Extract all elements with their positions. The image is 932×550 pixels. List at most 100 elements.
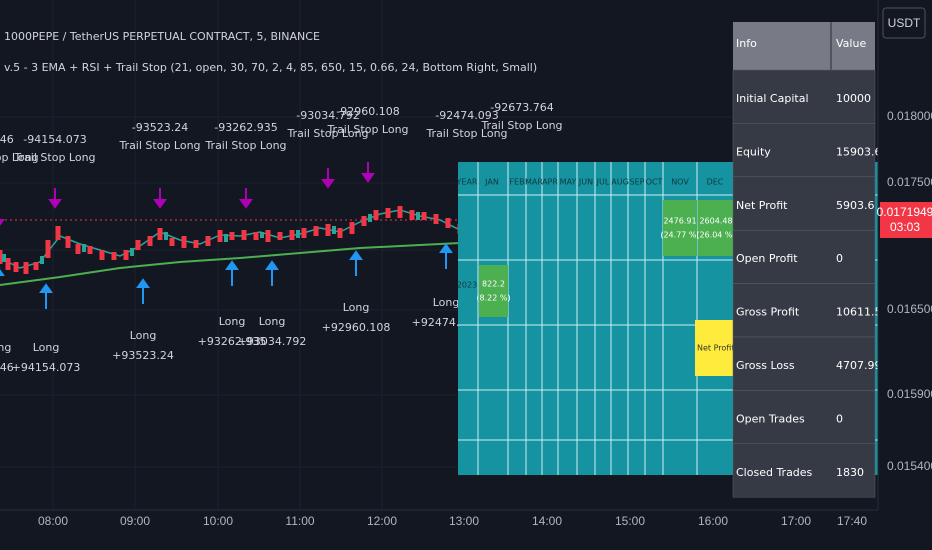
entry-price: +93262.935 [198, 335, 267, 348]
month-header: JUN [578, 178, 593, 187]
entry-arrow [439, 243, 453, 269]
entry-text: Long [130, 329, 157, 342]
cell-pct: (24.77 %) [660, 231, 699, 240]
stats-label: Initial Capital [736, 92, 809, 105]
stats-value: 10611.59 [836, 306, 889, 319]
ema-slow [0, 242, 461, 286]
time-label: 16:00 [698, 514, 728, 528]
entry-text: Long [33, 341, 60, 354]
currency-button[interactable] [882, 7, 926, 39]
entry-text: Long [219, 315, 246, 328]
exit-price: -93523.24 [132, 121, 188, 134]
stats-value: 4707.99 [836, 359, 882, 372]
last-price: 0.0171949 [877, 205, 932, 219]
exit-price: -93034.792 [296, 109, 359, 122]
stats-label: Closed Trades [736, 466, 813, 479]
stats-label: Open Profit [736, 252, 798, 265]
month-header: FEB [509, 178, 524, 187]
stats-header: Value [836, 37, 866, 50]
time-label: 08:00 [38, 514, 68, 528]
exit-price: -93262.935 [214, 121, 277, 134]
month-cell [663, 200, 697, 256]
exit-price: 9.046 [0, 133, 14, 146]
candles [0, 206, 571, 274]
cell-profit: 822.2 [482, 280, 505, 289]
entry-price: 9.046 [0, 361, 14, 374]
grid [0, 0, 878, 510]
stats-row-bg [732, 176, 876, 231]
note-cell [695, 320, 735, 376]
time-label: 14:00 [532, 514, 562, 528]
month-cell [698, 200, 734, 256]
entry-arrow [349, 250, 363, 276]
month-header: MAR [525, 178, 543, 187]
entry-text: Long [433, 296, 460, 309]
cell-profit: 2604.48 [699, 217, 732, 226]
cell-pct: (26.04 %) [696, 231, 735, 240]
exit-text: Trail Stop Long [0, 151, 39, 164]
stats-row-bg [732, 390, 876, 445]
time-label: 12:00 [367, 514, 397, 528]
entry-price: +94154.073 [12, 361, 81, 374]
stats-label: Gross Profit [736, 306, 800, 319]
trade-labels: 9.046 Trail Stop Long -94154.073 Trail Stop… [0, 101, 563, 374]
stats-value: 0 [836, 412, 843, 425]
stats-row-bg [732, 229, 876, 284]
exit-arrow [153, 188, 167, 209]
stats-value: 0 [836, 252, 843, 265]
month-cell [479, 265, 508, 317]
exit-text: Trail Stop Long [118, 139, 200, 152]
exit-text: Trail Stop Long [326, 123, 408, 136]
stats-value: 5903.6 [836, 199, 875, 212]
stats-label: Net Profit [736, 199, 788, 212]
month-header: AUG [611, 178, 629, 187]
time-label: 13:00 [449, 514, 479, 528]
currency[interactable]: USDT [888, 16, 921, 30]
time-label: 11:00 [285, 514, 314, 528]
month-header: JAN [484, 178, 499, 187]
stats-value: 15903.6 [836, 145, 882, 158]
stats-header: Info [736, 37, 757, 50]
strategy-title: v.5 - 3 EMA + RSI + Trail Stop (21, open… [4, 61, 537, 74]
stats-row-bg [732, 336, 876, 391]
stats-label: Gross Loss [736, 359, 795, 372]
stats-row-bg [732, 123, 876, 178]
stats-row-bg [732, 283, 876, 338]
stats-label: Open Trades [736, 412, 805, 425]
exit-arrow [321, 168, 335, 189]
stats-header-bg [733, 22, 875, 70]
stats-value: 10000 [836, 92, 871, 105]
price-label: 0.0180000 [887, 109, 932, 123]
month-header: APR [542, 178, 558, 187]
time-label: 10:00 [203, 514, 233, 528]
entry-text: Long [259, 315, 286, 328]
note: Net Profit: = [697, 344, 746, 353]
month-header: YEAR [456, 178, 478, 187]
exit-arrow [239, 188, 253, 209]
month-header: JUL [596, 178, 610, 187]
month-header: DEC [707, 178, 724, 187]
cell-pct: (8.22 %) [476, 294, 510, 303]
exit-arrow [0, 219, 5, 226]
stats-row-bg [732, 69, 876, 124]
exit-text: Trail Stop Long [425, 127, 507, 140]
price-label: 0.0175000 [887, 175, 932, 189]
exit-price: -92474.093 [435, 109, 498, 122]
exit-text: Trail Stop Long [480, 119, 562, 132]
month-header: OCT [646, 178, 663, 187]
entry-price: +93523.24 [112, 349, 174, 362]
countdown: 03:03 [890, 220, 920, 234]
cell-profit: 2476.91 [663, 217, 696, 226]
entry-price: +93034.792 [238, 335, 307, 348]
exit-price: -92673.764 [490, 101, 553, 114]
entry-arrow [39, 283, 53, 309]
time-label: 09:00 [120, 514, 150, 528]
stats-label: Equity [736, 145, 771, 158]
exit-price: -92960.108 [336, 105, 399, 118]
entry-arrow [265, 260, 279, 286]
exit-text: Trail Stop Long [286, 127, 368, 140]
year-label: 2023 [457, 281, 477, 290]
entry-text: Long [0, 341, 11, 354]
